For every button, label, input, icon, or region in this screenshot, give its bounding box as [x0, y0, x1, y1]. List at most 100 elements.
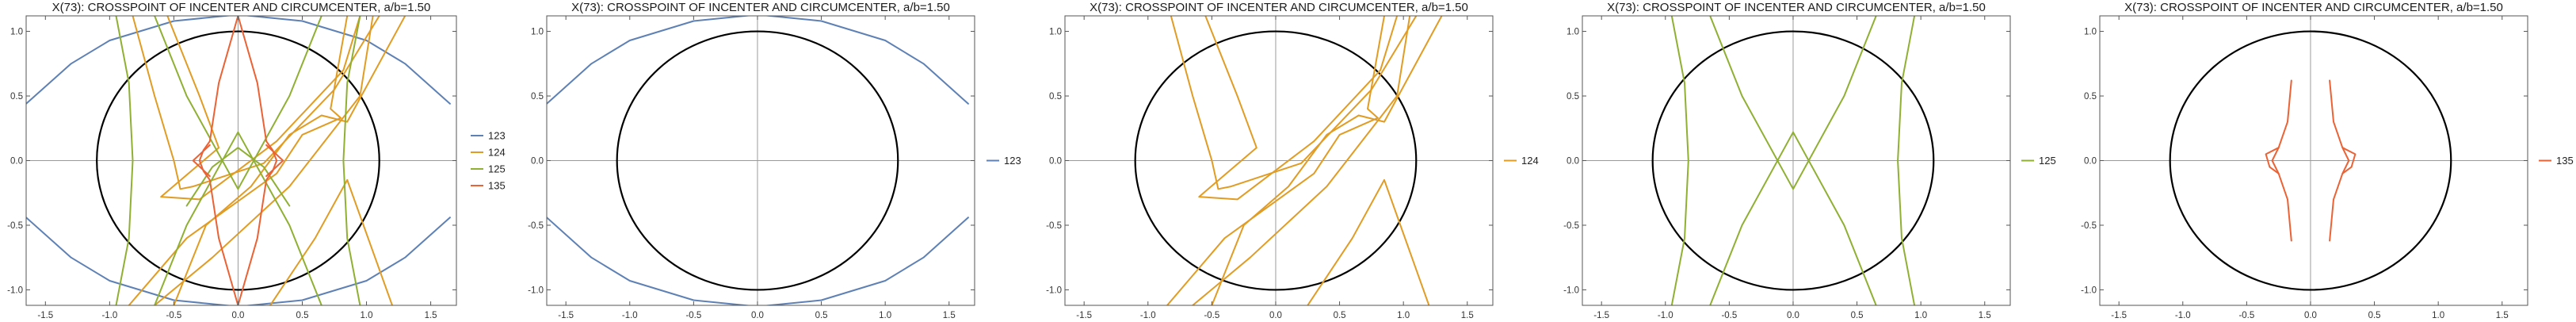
legend-label-135: 135 [2556, 155, 2574, 167]
x-tick-label: 1.0 [361, 311, 373, 320]
chart-title: X(73): CROSSPOINT OF INCENTER AND CIRCUM… [52, 1, 431, 14]
x-tick-label: -1.5 [2111, 311, 2127, 320]
series-135-curve [237, 16, 278, 305]
y-tick-label: 1.0 [1049, 28, 1062, 37]
series-125-curve [1670, 16, 1689, 305]
x-tick-label: -0.5 [1721, 311, 1737, 320]
x-tick-label: 1.5 [943, 311, 956, 320]
legend-label-123: 123 [488, 130, 506, 142]
y-tick-label: 1.0 [531, 28, 544, 37]
x-tick-label: 1.0 [2432, 311, 2444, 320]
series-125-curve [1709, 131, 1877, 305]
series-124-curve [1170, 16, 1418, 190]
y-tick-label: 1.0 [1567, 28, 1579, 37]
x-tick-label: -1.0 [2175, 311, 2191, 320]
y-tick-label: 0.5 [1567, 92, 1579, 102]
x-tick-label: -0.5 [2238, 311, 2254, 320]
y-tick-label: -0.5 [2081, 221, 2097, 231]
x-tick-label: -0.5 [685, 311, 701, 320]
y-tick-label: 0.0 [2084, 157, 2097, 167]
chart-title: X(73): CROSSPOINT OF INCENTER AND CIRCUM… [1090, 1, 1468, 14]
reference-ellipse [1134, 30, 1418, 291]
x-tick-label: 1.0 [879, 311, 891, 320]
series-125-curve [342, 16, 361, 305]
y-tick-label: -1.0 [528, 286, 544, 295]
chart-panel-2: X(73): CROSSPOINT OF INCENTER AND CIRCUM… [528, 1, 1021, 320]
x-tick-label: 1.0 [1397, 311, 1410, 320]
x-tick-label: 1.5 [425, 311, 437, 320]
legend-label-124: 124 [488, 147, 506, 159]
x-tick-label: 0.5 [1851, 311, 1864, 320]
y-tick-label: -0.5 [528, 221, 544, 231]
curves-group [1670, 16, 1916, 305]
reference-ellipse [2169, 30, 2452, 291]
x-tick-label: -1.0 [1140, 311, 1156, 320]
x-tick-label: -1.0 [101, 311, 117, 320]
y-tick-label: 0.5 [1049, 92, 1062, 102]
x-tick-label: 0.0 [231, 311, 244, 320]
x-tick-label: 1.5 [2496, 311, 2509, 320]
series-125-curve [1709, 16, 1877, 190]
series-135-curve [198, 16, 239, 305]
series-124-curve [269, 178, 393, 305]
y-tick-label: 1.0 [2084, 28, 2097, 37]
series-125-curve [154, 131, 322, 305]
series-124-curve [1166, 16, 1385, 305]
series-125-curve [1897, 16, 1916, 305]
series-123-curve [547, 217, 969, 305]
y-tick-label: 0.5 [2084, 92, 2097, 102]
chart-panel-3: X(73): CROSSPOINT OF INCENTER AND CIRCUM… [1046, 1, 1539, 320]
series-125-curve [185, 147, 291, 207]
series-124-curve [160, 16, 361, 201]
series-124-curve [1307, 178, 1430, 305]
x-tick-label: 0.0 [1787, 311, 1799, 320]
legend-label-125: 125 [2039, 155, 2056, 167]
x-tick-label: -0.5 [166, 311, 181, 320]
x-tick-label: 0.5 [2368, 311, 2381, 320]
x-tick-label: 0.5 [296, 311, 308, 320]
y-tick-label: -0.5 [7, 221, 23, 231]
curves-group [1166, 16, 1443, 305]
series-124-curve [1192, 16, 1411, 305]
reference-ellipse [616, 30, 899, 291]
chart-title: X(73): CROSSPOINT OF INCENTER AND CIRCUM… [2124, 1, 2503, 14]
chart-title: X(73): CROSSPOINT OF INCENTER AND CIRCUM… [571, 1, 950, 14]
y-tick-label: 0.5 [531, 92, 544, 102]
series-123-curve [26, 16, 451, 105]
x-tick-label: -1.0 [622, 311, 638, 320]
chart-panel-1: X(73): CROSSPOINT OF INCENTER AND CIRCUM… [7, 1, 506, 320]
legend-label-135: 135 [488, 180, 506, 192]
x-tick-label: 0.0 [1269, 311, 1282, 320]
series-124-curve [154, 16, 374, 305]
series-124-curve [1198, 16, 1399, 201]
y-tick-label: -1.0 [2081, 286, 2097, 295]
x-tick-label: -1.5 [1076, 311, 1092, 320]
series-124-curve [128, 16, 349, 305]
y-tick-label: 0.0 [1567, 157, 1579, 167]
y-tick-label: -0.5 [1563, 221, 1579, 231]
series-123-curve [26, 217, 451, 305]
reference-ellipse [96, 30, 380, 291]
series-135-curve [2341, 147, 2357, 174]
chart-panel-5: X(73): CROSSPOINT OF INCENTER AND CIRCUM… [2081, 1, 2574, 320]
series-135-curve [2271, 79, 2292, 242]
x-tick-label: -1.5 [1593, 311, 1609, 320]
y-tick-label: -0.5 [1046, 221, 1062, 231]
legend-label-125: 125 [488, 163, 506, 175]
series-135-curve [265, 144, 284, 178]
x-tick-label: 0.0 [2304, 311, 2317, 320]
x-tick-label: -1.0 [1658, 311, 1673, 320]
y-tick-label: 0.0 [531, 157, 544, 167]
curves-group [2265, 79, 2357, 242]
x-tick-label: -1.5 [37, 311, 53, 320]
x-tick-label: 1.5 [1461, 311, 1474, 320]
x-tick-label: 0.5 [1334, 311, 1346, 320]
series-123-curve [547, 16, 969, 105]
curves-group [26, 16, 451, 305]
y-tick-label: -1.0 [7, 286, 23, 295]
x-tick-label: 0.0 [751, 311, 764, 320]
curves-group [547, 16, 969, 305]
y-tick-label: 0.0 [10, 157, 23, 167]
series-125-curve [154, 16, 322, 190]
